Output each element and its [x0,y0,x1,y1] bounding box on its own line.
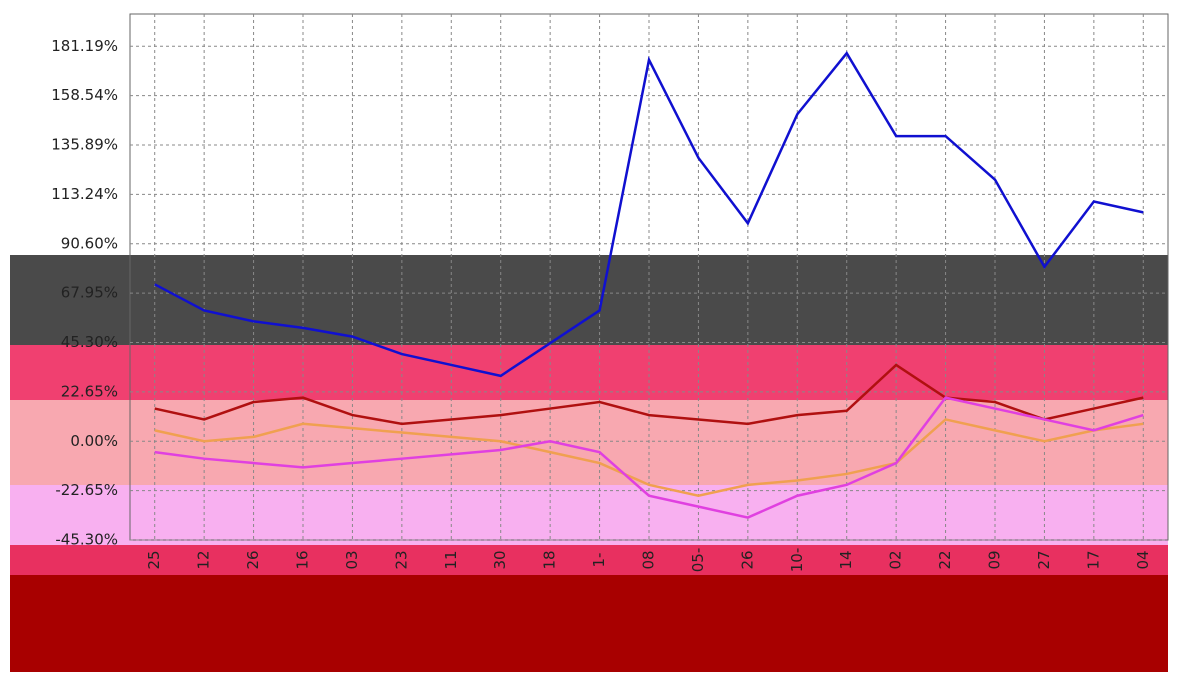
x-tick-label: 23 [392,550,410,569]
x-tick-label: 08 [640,550,658,569]
x-tick-label: 02 [887,550,905,569]
x-tick-label: 22 [936,550,954,569]
x-tick-label: 18 [541,550,559,569]
x-tick-label: 10- [788,548,806,573]
glitch-band [10,485,1168,545]
chart: 181.19% 158.54% 135.89% 113.24% 90.60% 67.95%… [0,0,1179,675]
y-tick-label: 181.19% [51,37,118,55]
y-tick-label: 158.54% [51,86,118,104]
x-tick-label: 12 [195,550,213,569]
y-tick-label: 113.24% [51,185,118,203]
x-tick-label: 17 [1084,550,1102,569]
x-tick-label: 16 [294,550,312,569]
x-tick-label: 05- [689,548,707,573]
x-tick-label: 03 [343,550,361,569]
x-tick-label: 14 [837,550,855,569]
x-tick-label: 30 [491,550,509,569]
x-tick-label: 04 [1134,550,1152,569]
y-tick-label: -45.30% [55,531,118,549]
y-tick-label: 22.65% [61,382,118,400]
glitch-band [10,575,1168,672]
x-tick-label: 1- [590,553,608,568]
glitch-band [10,400,1168,485]
x-tick-label: 09 [986,550,1004,569]
x-tick-label: 26 [244,550,262,569]
y-tick-label: 45.30% [61,333,118,351]
x-tick-label: 11 [442,550,460,569]
y-tick-label: -22.65% [55,481,118,499]
x-tick-label: 25 [145,550,163,569]
y-tick-label: 67.95% [61,284,118,302]
x-tick-label: 27 [1035,550,1053,569]
x-tick-label: 26 [738,550,756,569]
y-tick-label: 90.60% [61,234,118,252]
y-tick-label: 0.00% [70,432,118,450]
y-tick-label: 135.89% [51,136,118,154]
